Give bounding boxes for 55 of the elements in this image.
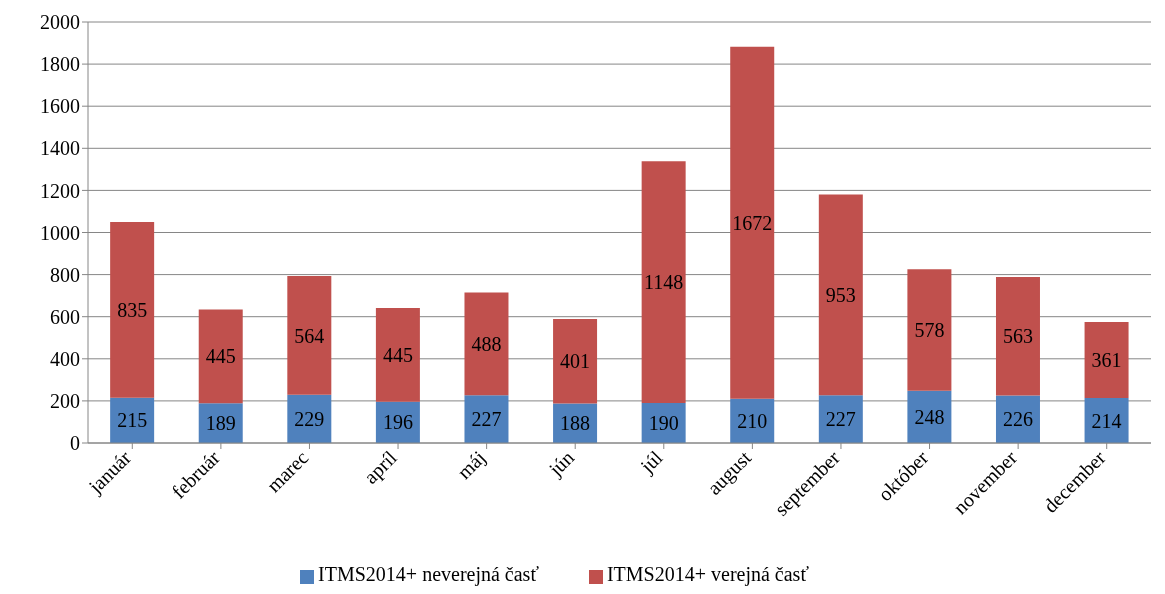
data-label: 401 (560, 350, 591, 373)
data-label: 227 (471, 408, 502, 431)
data-label: 445 (382, 344, 413, 367)
y-tick-label: 1600 (40, 95, 80, 118)
y-tick-label: 1800 (40, 53, 80, 76)
data-label: 488 (471, 332, 502, 355)
bar (818, 395, 863, 443)
bar (464, 395, 509, 443)
bar (818, 194, 863, 396)
bar (641, 161, 686, 404)
bar (907, 269, 952, 391)
data-label: 188 (560, 412, 591, 435)
bar (553, 319, 598, 404)
bar (110, 221, 155, 398)
bar (375, 308, 420, 402)
x-tick-label: apríl (359, 445, 402, 489)
y-tick-label: 1400 (40, 137, 80, 160)
data-label: 361 (1091, 349, 1122, 372)
y-tick-label: 1200 (40, 179, 80, 202)
data-label: 564 (294, 324, 325, 347)
bar (730, 46, 775, 399)
bar (287, 276, 332, 395)
bar (995, 276, 1040, 396)
data-label: 248 (914, 406, 945, 428)
y-tick-label: 400 (50, 347, 80, 370)
data-label: 214 (1091, 409, 1122, 432)
data-label: 835 (117, 298, 148, 321)
bar (464, 292, 509, 396)
data-label: 227 (825, 408, 856, 431)
data-label: 578 (914, 319, 945, 342)
x-tick-label: júl (635, 445, 668, 479)
y-tick-label: 2000 (40, 11, 80, 34)
x-tick-label: jún (543, 446, 579, 482)
data-label: 229 (294, 408, 325, 430)
x-tick-label: máj (452, 446, 491, 484)
y-tick-label: 600 (50, 305, 80, 328)
y-tick-label: 1000 (40, 221, 80, 244)
y-tick-label: 0 (70, 432, 80, 455)
y-tick-label: 800 (50, 263, 80, 286)
y-tick-label: 200 (50, 390, 80, 412)
data-label: 953 (825, 284, 856, 307)
data-label: 215 (117, 409, 148, 432)
data-label: 210 (737, 410, 768, 432)
legend-label: ITMS2014+ verejná časť (606, 563, 809, 585)
legend-label: ITMS2014+ neverejná časť (318, 563, 539, 585)
data-label: 1148 (644, 271, 684, 294)
data-label: 189 (205, 412, 236, 435)
data-label: 226 (1002, 408, 1033, 431)
data-label: 563 (1002, 325, 1033, 348)
data-label: 1672 (732, 211, 773, 234)
bar (198, 309, 243, 404)
data-label: 190 (648, 412, 679, 435)
data-label: 445 (205, 345, 236, 368)
data-label: 196 (382, 411, 413, 434)
bar (1084, 321, 1129, 398)
